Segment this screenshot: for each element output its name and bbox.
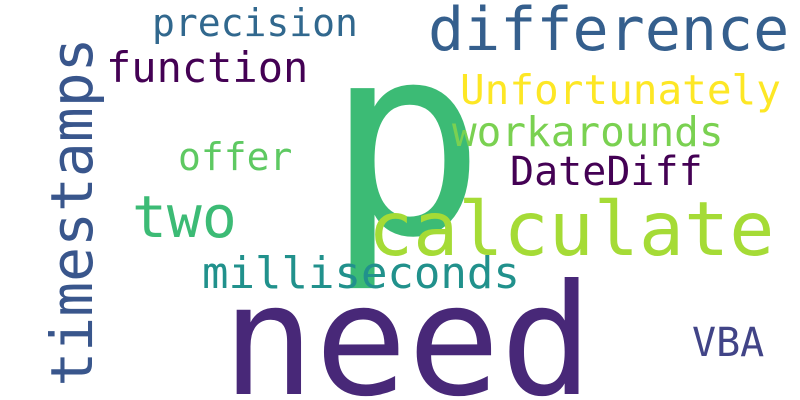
word-workarounds: workarounds	[452, 112, 724, 153]
word-function: function	[106, 47, 308, 89]
word-timestamps: timestamps	[43, 37, 101, 387]
word-datediff: DateDiff	[510, 152, 703, 192]
word-precision: precision	[152, 4, 358, 42]
word-two: two	[132, 188, 237, 246]
word-vba: VBA	[692, 323, 764, 363]
word-offer: offer	[178, 138, 292, 176]
word-difference: difference	[428, 0, 789, 60]
word-unfortunately: Unfortunately	[460, 70, 781, 111]
word-milliseconds: milliseconds	[202, 252, 520, 296]
